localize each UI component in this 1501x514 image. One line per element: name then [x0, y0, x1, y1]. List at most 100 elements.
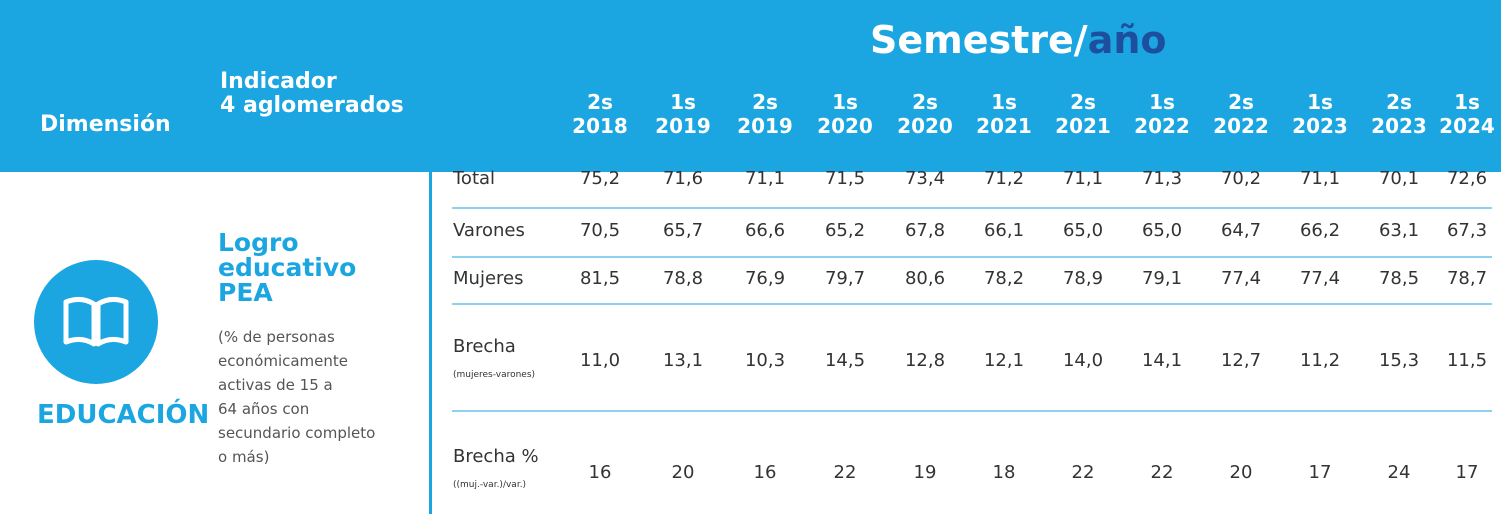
- cell: 20: [1229, 462, 1253, 483]
- cell: 63,1: [1378, 220, 1420, 241]
- row-label: Mujeres: [453, 268, 524, 289]
- description-line: económicamente: [218, 352, 349, 370]
- cell: 19: [913, 462, 937, 483]
- row-separator: [452, 410, 1492, 412]
- cell: 22: [1150, 462, 1174, 483]
- group-title: Semestre/año: [870, 18, 1167, 62]
- cell: 10,3: [744, 350, 786, 371]
- column-semester: 2s: [587, 90, 613, 114]
- cell: 16: [588, 462, 612, 483]
- description-line: activas de 15 a: [218, 376, 333, 394]
- indicator-header-line: 4 aglomerados: [220, 93, 404, 118]
- cell: 14,5: [824, 350, 866, 371]
- row-separator: [452, 256, 1492, 258]
- cell: 16: [753, 462, 777, 483]
- indicator-title-line: Logro: [218, 228, 299, 257]
- cell: 71,5: [824, 168, 866, 189]
- cell: 15,3: [1378, 350, 1420, 371]
- cell: 71,1: [1062, 168, 1104, 189]
- cell: 17: [1308, 462, 1332, 483]
- column-year: 2018: [572, 114, 628, 138]
- cell: 14,1: [1141, 350, 1183, 371]
- indicator-title-line: PEA: [218, 278, 273, 307]
- cell: 20: [671, 462, 695, 483]
- dimension-header: Dimensión: [40, 112, 171, 137]
- cell: 78,7: [1446, 268, 1488, 289]
- column-semester: 2s: [1228, 90, 1254, 114]
- row-label: Varones: [453, 220, 525, 241]
- cell: 12,7: [1220, 350, 1262, 371]
- cell: 71,6: [662, 168, 704, 189]
- cell: 12,1: [983, 350, 1025, 371]
- cell: 80,6: [904, 268, 946, 289]
- column-semester: 1s: [832, 90, 858, 114]
- row-label: Brecha: [453, 336, 516, 357]
- cell: 77,4: [1299, 268, 1341, 289]
- description-line: secundario completo: [218, 424, 376, 442]
- indicator-title-line: educativo: [218, 253, 357, 282]
- cell: 76,9: [744, 268, 786, 289]
- cell: 64,7: [1220, 220, 1262, 241]
- cell: 66,2: [1299, 220, 1341, 241]
- cell: 65,0: [1141, 220, 1183, 241]
- row-sublabel: ((muj.-var.)/var.): [453, 480, 527, 490]
- cell: 14,0: [1062, 350, 1104, 371]
- cell: 71,3: [1141, 168, 1183, 189]
- column-year: 2019: [737, 114, 793, 138]
- indicator-title: Logro educativo PEA: [218, 230, 356, 305]
- cell: 65,7: [662, 220, 704, 241]
- cell: 78,8: [662, 268, 704, 289]
- education-icon: [34, 260, 158, 384]
- column-semester: 2s: [1070, 90, 1096, 114]
- row-separator: [452, 303, 1492, 305]
- cell: 71,1: [744, 168, 786, 189]
- cell: 73,4: [904, 168, 946, 189]
- cell: 81,5: [579, 268, 621, 289]
- column-semester: 1s: [670, 90, 696, 114]
- column-year: 2019: [655, 114, 711, 138]
- cell: 18: [992, 462, 1016, 483]
- cell: 11,2: [1299, 350, 1341, 371]
- description-line: 64 años con: [218, 400, 310, 418]
- cell: 79,1: [1141, 268, 1183, 289]
- column-year: 2022: [1213, 114, 1269, 138]
- group-title-b: año: [1087, 18, 1167, 62]
- cell: 13,1: [662, 350, 704, 371]
- cell: 67,3: [1446, 220, 1488, 241]
- column-semester: 2s: [912, 90, 938, 114]
- cell: 78,9: [1062, 268, 1104, 289]
- indicator-header: Indicador 4 aglomerados: [220, 70, 404, 118]
- indicator-description: (% de personas económicamente activas de 1…: [218, 325, 375, 469]
- cell: 12,8: [904, 350, 946, 371]
- column-semester: 1s: [1307, 90, 1333, 114]
- column-semester: 2s: [1386, 90, 1412, 114]
- cell: 66,1: [983, 220, 1025, 241]
- column-semester: 1s: [1454, 90, 1480, 114]
- cell: 11,0: [579, 350, 621, 371]
- cell: 22: [1071, 462, 1095, 483]
- header-band: [0, 0, 1501, 172]
- column-year: 2020: [817, 114, 873, 138]
- cell: 75,2: [579, 168, 621, 189]
- cell: 22: [833, 462, 857, 483]
- dimension-name: EDUCACIÓN: [37, 400, 210, 430]
- column-year: 2020: [897, 114, 953, 138]
- column-year: 2022: [1134, 114, 1190, 138]
- cell: 65,2: [824, 220, 866, 241]
- row-sublabel: (mujeres-varones): [453, 370, 536, 380]
- cell: 70,5: [579, 220, 621, 241]
- cell: 78,5: [1378, 268, 1420, 289]
- column-year: 2024: [1439, 114, 1495, 138]
- cell: 71,1: [1299, 168, 1341, 189]
- column-year: 2021: [1055, 114, 1111, 138]
- column-semester: 1s: [991, 90, 1017, 114]
- group-title-a: Semestre/: [870, 18, 1088, 62]
- cell: 24: [1387, 462, 1411, 483]
- cell: 67,8: [904, 220, 946, 241]
- cell: 79,7: [824, 268, 866, 289]
- cell: 70,2: [1220, 168, 1262, 189]
- row-label: Total: [453, 168, 496, 189]
- cell: 77,4: [1220, 268, 1262, 289]
- indicator-header-line: Indicador: [220, 69, 337, 94]
